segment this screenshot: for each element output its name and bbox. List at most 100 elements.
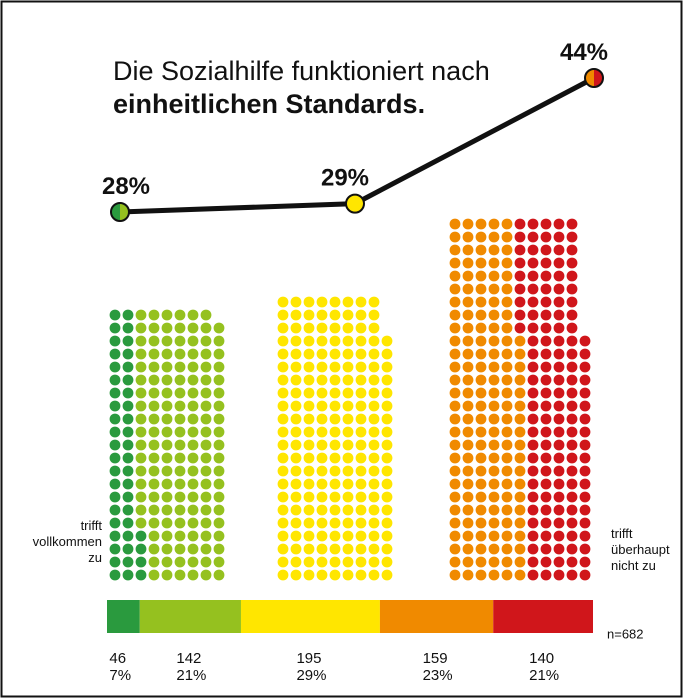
dot [342, 322, 354, 334]
dot [213, 413, 225, 425]
dot [174, 530, 186, 542]
dot [122, 452, 134, 464]
dot [501, 387, 513, 399]
dot [355, 322, 367, 334]
dot [316, 452, 328, 464]
dot [161, 374, 173, 386]
dot [355, 348, 367, 360]
dot [122, 556, 134, 568]
dot [329, 504, 341, 516]
dot [200, 478, 212, 490]
dot [462, 387, 474, 399]
bar-segment [139, 600, 241, 633]
dot [527, 413, 539, 425]
dot [527, 426, 539, 438]
percent-label: 21% [529, 667, 559, 684]
dot [527, 218, 539, 230]
dot [449, 452, 461, 464]
dot [514, 517, 526, 529]
dot [449, 244, 461, 256]
dot [579, 387, 591, 399]
dot [540, 322, 552, 334]
dot [213, 439, 225, 451]
dot [135, 491, 147, 503]
dot [488, 309, 500, 321]
dot [488, 556, 500, 568]
dot [566, 322, 578, 334]
dot [368, 478, 380, 490]
dot [488, 361, 500, 373]
dot [148, 543, 160, 555]
dot [277, 426, 289, 438]
dot [488, 465, 500, 477]
dot [342, 374, 354, 386]
dot-group [449, 218, 526, 581]
dot [501, 231, 513, 243]
dot [135, 452, 147, 464]
dot [342, 335, 354, 347]
dot [488, 400, 500, 412]
dot [109, 361, 121, 373]
dot [381, 478, 393, 490]
dot [381, 439, 393, 451]
dot [514, 374, 526, 386]
dot [540, 400, 552, 412]
dot [553, 322, 565, 334]
dot [316, 569, 328, 581]
dot [135, 426, 147, 438]
dot [475, 335, 487, 347]
dot [329, 426, 341, 438]
dot [277, 517, 289, 529]
dot [355, 413, 367, 425]
dot [161, 465, 173, 477]
dot [475, 322, 487, 334]
dot [174, 491, 186, 503]
dot [449, 257, 461, 269]
dot [342, 504, 354, 516]
dot [527, 270, 539, 282]
summary-label: 28% [102, 173, 150, 200]
dot [109, 374, 121, 386]
dot [488, 231, 500, 243]
dot [540, 270, 552, 282]
dot [527, 569, 539, 581]
dot [161, 335, 173, 347]
dot [553, 452, 565, 464]
dot [135, 348, 147, 360]
dot [501, 413, 513, 425]
dot [277, 439, 289, 451]
dot [514, 244, 526, 256]
title-line-bold: einheitlichen Standards. [113, 89, 425, 119]
dot [579, 335, 591, 347]
dot [462, 322, 474, 334]
percent-label: 23% [423, 667, 453, 684]
dot [553, 543, 565, 555]
dot [213, 517, 225, 529]
dot [290, 478, 302, 490]
dot [109, 322, 121, 334]
dot [213, 504, 225, 516]
dot [316, 309, 328, 321]
dot [475, 348, 487, 360]
dot [213, 335, 225, 347]
dot [475, 244, 487, 256]
dot [566, 556, 578, 568]
dot [303, 400, 315, 412]
dot [122, 400, 134, 412]
dot [514, 530, 526, 542]
dot [200, 543, 212, 555]
dot [329, 348, 341, 360]
dot [579, 569, 591, 581]
dot [488, 426, 500, 438]
dot [342, 543, 354, 555]
dot [122, 387, 134, 399]
dot [462, 348, 474, 360]
dot [501, 374, 513, 386]
dot [174, 452, 186, 464]
dot [187, 413, 199, 425]
dot [187, 530, 199, 542]
dot [566, 218, 578, 230]
dot [161, 348, 173, 360]
dot [527, 335, 539, 347]
